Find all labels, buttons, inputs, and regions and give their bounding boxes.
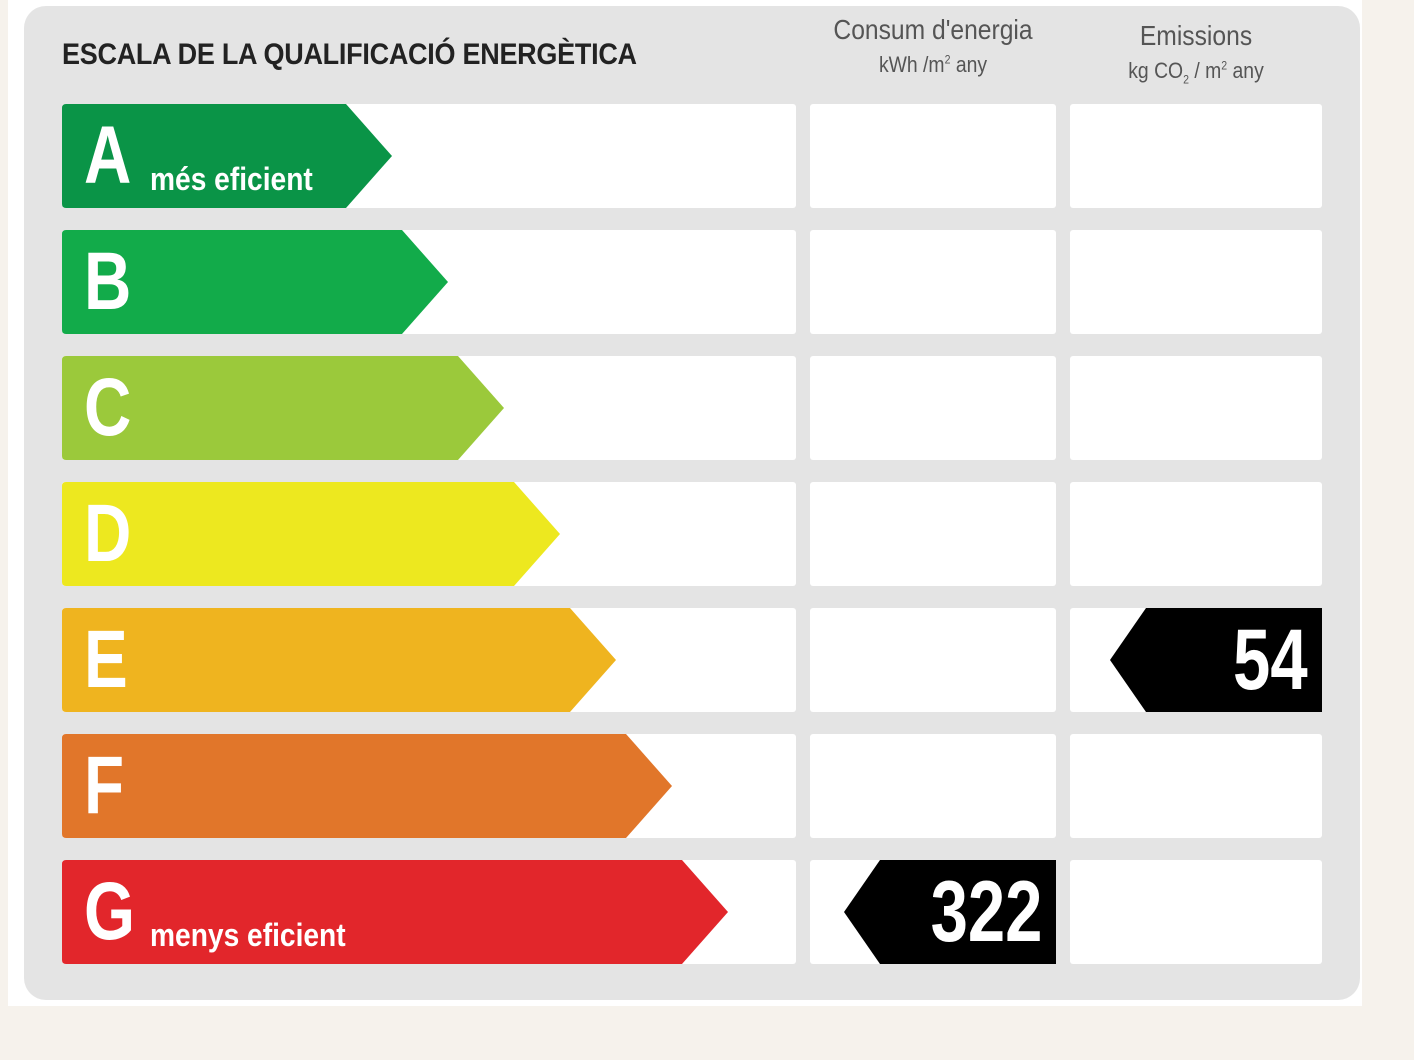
class-arrow-shape-a <box>62 104 392 208</box>
consumption-column-unit: kWh /m2 any <box>878 52 988 77</box>
emissions-cell-a <box>1070 104 1322 208</box>
class-arrow-f: F <box>62 734 672 838</box>
emissions-cell-c <box>1070 356 1322 460</box>
consumption-cell-b <box>810 230 1056 334</box>
class-arrow-fill-a <box>62 104 392 208</box>
class-arrow-shape-d <box>62 482 560 586</box>
class-letter-a: A <box>84 110 132 201</box>
class-arrow-fill-d <box>62 482 560 586</box>
class-letter-f: F <box>84 740 125 831</box>
consumption-cell-e <box>810 608 1056 712</box>
consumption-rating-badge: 322 <box>844 860 1056 964</box>
class-arrow-shape-f <box>62 734 672 838</box>
emissions-rating-badge-fill <box>1110 608 1322 712</box>
consumption-cell-c <box>810 356 1056 460</box>
consumption-column-header: Consum d'energia kWh /m2 any <box>810 14 1056 78</box>
class-arrow-d: D <box>62 482 560 586</box>
consumption-rating-value: 322 <box>930 863 1042 960</box>
class-arrow-fill-b <box>62 230 448 334</box>
emissions-column-header: Emissions kg CO2 / m2 any <box>1070 20 1322 86</box>
class-letter-g: G <box>84 866 136 957</box>
emissions-cell-b <box>1070 230 1322 334</box>
emissions-cell-f <box>1070 734 1322 838</box>
class-arrow-c: C <box>62 356 504 460</box>
class-sublabel-g: menys eficient <box>150 917 346 953</box>
consumption-rating-badge-shape <box>844 860 1056 964</box>
consumption-cell-a <box>810 104 1056 208</box>
scale-title: ESCALA DE LA QUALIFICACIÓ ENERGÈTICA <box>62 38 637 71</box>
consumption-cell-f <box>810 734 1056 838</box>
class-arrow-fill-g <box>62 860 728 964</box>
emissions-column-unit: kg CO2 / m2 any <box>1128 58 1264 87</box>
emissions-rating-badge-shape <box>1110 608 1322 712</box>
emissions-rating-value: 54 <box>1233 611 1308 708</box>
class-letter-b: B <box>84 236 132 327</box>
class-letter-c: C <box>84 362 132 453</box>
class-letter-d: D <box>84 488 132 579</box>
emissions-cell-d <box>1070 482 1322 586</box>
class-arrow-shape-c <box>62 356 504 460</box>
class-arrow-shape-e <box>62 608 616 712</box>
class-arrow-fill-e <box>62 608 616 712</box>
class-arrow-fill-c <box>62 356 504 460</box>
class-arrow-b: B <box>62 230 448 334</box>
class-arrow-shape-b <box>62 230 448 334</box>
emissions-column-title: Emissions <box>1139 20 1253 51</box>
class-arrow-fill-f <box>62 734 672 838</box>
consumption-cell-d <box>810 482 1056 586</box>
emissions-rating-badge: 54 <box>1110 608 1322 712</box>
emissions-cell-g <box>1070 860 1322 964</box>
class-arrow-shape-g <box>62 860 728 964</box>
class-letter-e: E <box>84 614 128 705</box>
consumption-rating-badge-fill <box>844 860 1056 964</box>
class-sublabel-a: més eficient <box>150 161 313 197</box>
class-arrow-e: E <box>62 608 616 712</box>
consumption-column-title: Consum d'energia <box>833 14 1033 45</box>
